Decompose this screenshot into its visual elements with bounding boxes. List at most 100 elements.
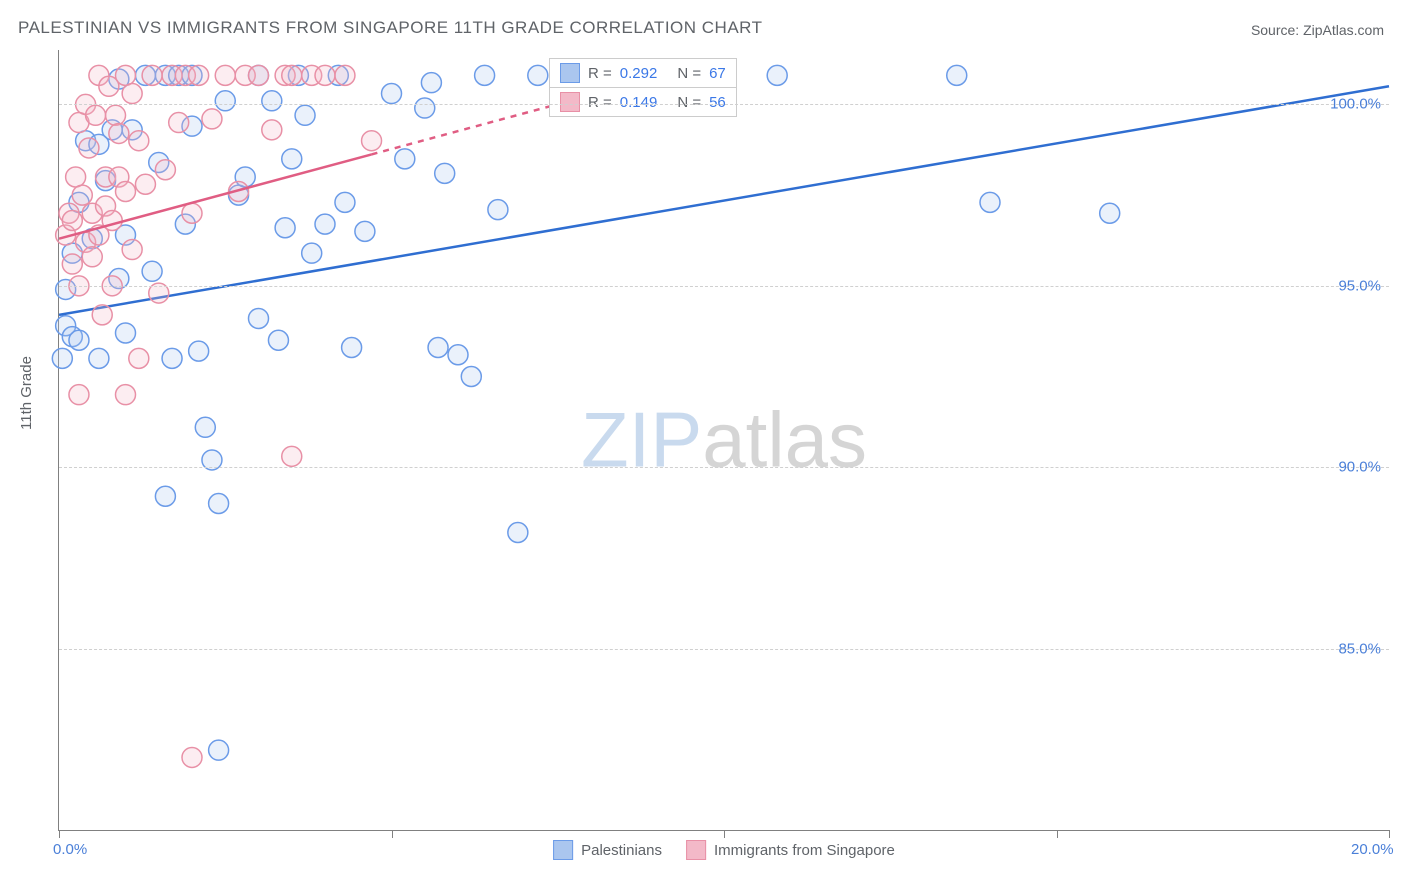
scatter-point [135, 174, 155, 194]
legend-swatch-blue [560, 63, 580, 83]
scatter-point [428, 337, 448, 357]
scatter-point [461, 367, 481, 387]
legend-r-value: 0.149 [620, 94, 658, 111]
scatter-point [66, 167, 86, 187]
y-tick-label: 90.0% [1338, 459, 1381, 476]
series-legend-label: Palestinians [581, 842, 662, 859]
scatter-point [116, 65, 136, 85]
scatter-point [415, 98, 435, 118]
scatter-point [79, 138, 99, 158]
grid-line [59, 286, 1389, 287]
scatter-point [155, 160, 175, 180]
scatter-point [282, 149, 302, 169]
scatter-point [249, 308, 269, 328]
correlation-legend: R = 0.292 N = 67 R = 0.149 N = 56 [549, 58, 737, 117]
scatter-point [947, 65, 967, 85]
scatter-point [215, 91, 235, 111]
x-tick-mark [1389, 830, 1390, 838]
scatter-point [508, 523, 528, 543]
legend-r-value: 0.292 [620, 65, 658, 82]
legend-n-label: N = [677, 65, 701, 82]
scatter-point [122, 240, 142, 260]
scatter-point [122, 84, 142, 104]
scatter-point [382, 84, 402, 104]
scatter-point [142, 261, 162, 281]
source-attribution: Source: ZipAtlas.com [1251, 22, 1384, 38]
scatter-point [355, 221, 375, 241]
grid-line [59, 467, 1389, 468]
grid-line [59, 649, 1389, 650]
scatter-point [335, 192, 355, 212]
scatter-svg [59, 50, 1389, 830]
scatter-point [162, 348, 182, 368]
scatter-point [767, 65, 787, 85]
scatter-point [980, 192, 1000, 212]
series-legend: Palestinians Immigrants from Singapore [553, 840, 895, 860]
legend-swatch-blue [553, 840, 573, 860]
scatter-point [86, 105, 106, 125]
legend-n-value: 56 [709, 94, 726, 111]
scatter-point [189, 65, 209, 85]
scatter-point [262, 120, 282, 140]
x-tick-label: 20.0% [1351, 841, 1394, 858]
scatter-point [116, 385, 136, 405]
scatter-point [275, 218, 295, 238]
scatter-point [209, 493, 229, 513]
y-tick-label: 85.0% [1338, 640, 1381, 657]
scatter-point [189, 341, 209, 361]
scatter-point [92, 305, 112, 325]
scatter-point [315, 214, 335, 234]
series-legend-label: Immigrants from Singapore [714, 842, 895, 859]
scatter-point [155, 486, 175, 506]
scatter-point [209, 740, 229, 760]
scatter-point [448, 345, 468, 365]
scatter-point [395, 149, 415, 169]
scatter-point [302, 243, 322, 263]
series-legend-item: Immigrants from Singapore [686, 840, 895, 860]
scatter-point [62, 254, 82, 274]
scatter-point [182, 203, 202, 223]
y-tick-label: 95.0% [1338, 277, 1381, 294]
scatter-point [282, 65, 302, 85]
scatter-point [315, 65, 335, 85]
scatter-point [528, 65, 548, 85]
series-legend-item: Palestinians [553, 840, 662, 860]
chart-title: PALESTINIAN VS IMMIGRANTS FROM SINGAPORE… [18, 18, 763, 38]
x-tick-mark [59, 830, 60, 838]
scatter-point [195, 417, 215, 437]
scatter-point [89, 348, 109, 368]
scatter-point [249, 65, 269, 85]
scatter-point [109, 123, 129, 143]
scatter-point [435, 163, 455, 183]
legend-n-value: 67 [709, 65, 726, 82]
scatter-point [52, 348, 72, 368]
chart-plot-area: ZIPatlas R = 0.292 N = 67 R = 0.149 N = … [58, 50, 1389, 831]
scatter-point [342, 337, 362, 357]
y-axis-label: 11th Grade [18, 356, 35, 430]
legend-r-label: R = [588, 94, 612, 111]
scatter-point [129, 348, 149, 368]
scatter-point [142, 65, 162, 85]
scatter-point [62, 211, 82, 231]
scatter-point [182, 747, 202, 767]
legend-swatch-pink [686, 840, 706, 860]
x-tick-mark [392, 830, 393, 838]
x-tick-mark [1057, 830, 1058, 838]
scatter-point [129, 131, 149, 151]
scatter-point [106, 105, 126, 125]
scatter-point [475, 65, 495, 85]
y-tick-label: 100.0% [1330, 96, 1381, 113]
scatter-point [262, 91, 282, 111]
scatter-point [1100, 203, 1120, 223]
scatter-point [116, 323, 136, 343]
scatter-point [362, 131, 382, 151]
legend-swatch-pink [560, 92, 580, 112]
correlation-legend-row: R = 0.149 N = 56 [550, 88, 736, 116]
trend-line [59, 86, 1389, 315]
scatter-point [282, 446, 302, 466]
scatter-point [72, 185, 92, 205]
scatter-point [102, 211, 122, 231]
scatter-point [202, 109, 222, 129]
scatter-point [488, 200, 508, 220]
scatter-point [82, 247, 102, 267]
